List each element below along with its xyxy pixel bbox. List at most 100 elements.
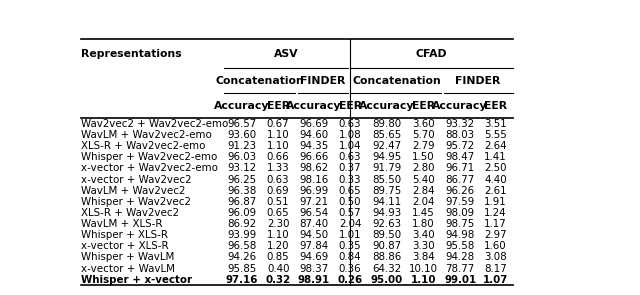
Text: 97.21: 97.21 <box>300 197 328 207</box>
Text: 98.62: 98.62 <box>300 163 328 173</box>
Text: x-vector + Wav2vec2-emo: x-vector + Wav2vec2-emo <box>81 163 218 173</box>
Text: Whisper + WavLM: Whisper + WavLM <box>81 253 174 263</box>
Text: 1.10: 1.10 <box>267 230 289 240</box>
Text: 0.36: 0.36 <box>339 263 362 273</box>
Text: 86.77: 86.77 <box>445 175 475 185</box>
Text: 10.10: 10.10 <box>409 263 438 273</box>
Text: 0.33: 0.33 <box>339 175 362 185</box>
Text: 88.86: 88.86 <box>372 253 402 263</box>
Text: 0.67: 0.67 <box>267 119 289 129</box>
Text: 5.55: 5.55 <box>484 130 507 140</box>
Text: WavLM + Wav2vec2-emo: WavLM + Wav2vec2-emo <box>81 130 212 140</box>
Text: XLS-R + Wav2vec2: XLS-R + Wav2vec2 <box>81 208 179 218</box>
Text: 1.91: 1.91 <box>484 197 507 207</box>
Text: 1.24: 1.24 <box>484 208 507 218</box>
Text: 96.26: 96.26 <box>445 186 475 196</box>
Text: 89.80: 89.80 <box>372 119 401 129</box>
Text: 1.80: 1.80 <box>412 219 435 229</box>
Text: 96.09: 96.09 <box>227 208 256 218</box>
Text: 78.77: 78.77 <box>445 263 475 273</box>
Text: 3.51: 3.51 <box>484 119 507 129</box>
Text: 94.35: 94.35 <box>300 141 328 151</box>
Text: EER: EER <box>267 101 290 111</box>
Text: 94.28: 94.28 <box>445 253 475 263</box>
Text: 2.97: 2.97 <box>484 230 507 240</box>
Text: 1.10: 1.10 <box>267 141 289 151</box>
Text: CFAD: CFAD <box>415 49 447 59</box>
Text: 1.17: 1.17 <box>484 219 507 229</box>
Text: 91.79: 91.79 <box>372 163 402 173</box>
Text: 91.23: 91.23 <box>227 141 256 151</box>
Text: 0.26: 0.26 <box>337 275 363 285</box>
Text: 1.41: 1.41 <box>484 152 507 162</box>
Text: 94.11: 94.11 <box>372 197 402 207</box>
Text: 1.10: 1.10 <box>267 130 289 140</box>
Text: FINDER: FINDER <box>300 76 345 86</box>
Text: 2.04: 2.04 <box>412 197 435 207</box>
Text: 96.87: 96.87 <box>227 197 257 207</box>
Text: 89.50: 89.50 <box>372 230 401 240</box>
Text: 2.30: 2.30 <box>267 219 289 229</box>
Text: 0.50: 0.50 <box>339 197 362 207</box>
Text: 2.61: 2.61 <box>484 186 507 196</box>
Text: 4.40: 4.40 <box>484 175 507 185</box>
Text: Concatenation: Concatenation <box>353 76 441 86</box>
Text: 1.04: 1.04 <box>339 141 362 151</box>
Text: 0.66: 0.66 <box>267 152 289 162</box>
Text: Concatenation: Concatenation <box>216 76 305 86</box>
Text: 98.16: 98.16 <box>300 175 328 185</box>
Text: 85.65: 85.65 <box>372 130 402 140</box>
Text: 0.84: 0.84 <box>339 253 362 263</box>
Text: 0.35: 0.35 <box>339 241 362 251</box>
Text: 2.50: 2.50 <box>484 163 507 173</box>
Text: 1.20: 1.20 <box>267 241 289 251</box>
Text: 5.70: 5.70 <box>412 130 435 140</box>
Text: WavLM + XLS-R: WavLM + XLS-R <box>81 219 163 229</box>
Text: 8.17: 8.17 <box>484 263 507 273</box>
Text: 0.65: 0.65 <box>267 208 289 218</box>
Text: 1.01: 1.01 <box>339 230 362 240</box>
Text: 88.03: 88.03 <box>445 130 475 140</box>
Text: 93.60: 93.60 <box>227 130 256 140</box>
Text: 0.63: 0.63 <box>339 119 362 129</box>
Text: 0.63: 0.63 <box>339 152 362 162</box>
Text: 94.93: 94.93 <box>372 208 402 218</box>
Text: 90.87: 90.87 <box>372 241 401 251</box>
Text: 1.07: 1.07 <box>483 275 508 285</box>
Text: 97.84: 97.84 <box>300 241 328 251</box>
Text: 3.60: 3.60 <box>412 119 435 129</box>
Text: 0.63: 0.63 <box>267 175 289 185</box>
Text: 3.40: 3.40 <box>412 230 435 240</box>
Text: Accuracy: Accuracy <box>359 101 415 111</box>
Text: 92.47: 92.47 <box>372 141 401 151</box>
Text: x-vector + WavLM: x-vector + WavLM <box>81 263 175 273</box>
Text: 3.84: 3.84 <box>412 253 435 263</box>
Text: 1.10: 1.10 <box>411 275 436 285</box>
Text: 85.50: 85.50 <box>372 175 401 185</box>
Text: 94.50: 94.50 <box>300 230 328 240</box>
Text: XLS-R + Wav2vec2-emo: XLS-R + Wav2vec2-emo <box>81 141 205 151</box>
Text: 0.57: 0.57 <box>339 208 362 218</box>
Text: 87.40: 87.40 <box>300 219 328 229</box>
Text: 94.26: 94.26 <box>227 253 256 263</box>
Text: 94.69: 94.69 <box>300 253 328 263</box>
Text: 2.04: 2.04 <box>339 219 362 229</box>
Text: 2.84: 2.84 <box>412 186 435 196</box>
Text: 1.60: 1.60 <box>484 241 507 251</box>
Text: 96.58: 96.58 <box>227 241 257 251</box>
Text: Whisper + Wav2vec2: Whisper + Wav2vec2 <box>81 197 191 207</box>
Text: ASV: ASV <box>275 49 299 59</box>
Text: Whisper + Wav2vec2-emo: Whisper + Wav2vec2-emo <box>81 152 217 162</box>
Text: Whisper + XLS-R: Whisper + XLS-R <box>81 230 168 240</box>
Text: 94.98: 94.98 <box>445 230 475 240</box>
Text: 94.60: 94.60 <box>300 130 328 140</box>
Text: 0.69: 0.69 <box>267 186 289 196</box>
Text: 2.79: 2.79 <box>412 141 435 151</box>
Text: 93.99: 93.99 <box>227 230 257 240</box>
Text: 98.09: 98.09 <box>445 208 475 218</box>
Text: 2.80: 2.80 <box>412 163 435 173</box>
Text: 0.85: 0.85 <box>267 253 289 263</box>
Text: 86.92: 86.92 <box>227 219 256 229</box>
Text: 97.16: 97.16 <box>225 275 258 285</box>
Text: 5.40: 5.40 <box>412 175 435 185</box>
